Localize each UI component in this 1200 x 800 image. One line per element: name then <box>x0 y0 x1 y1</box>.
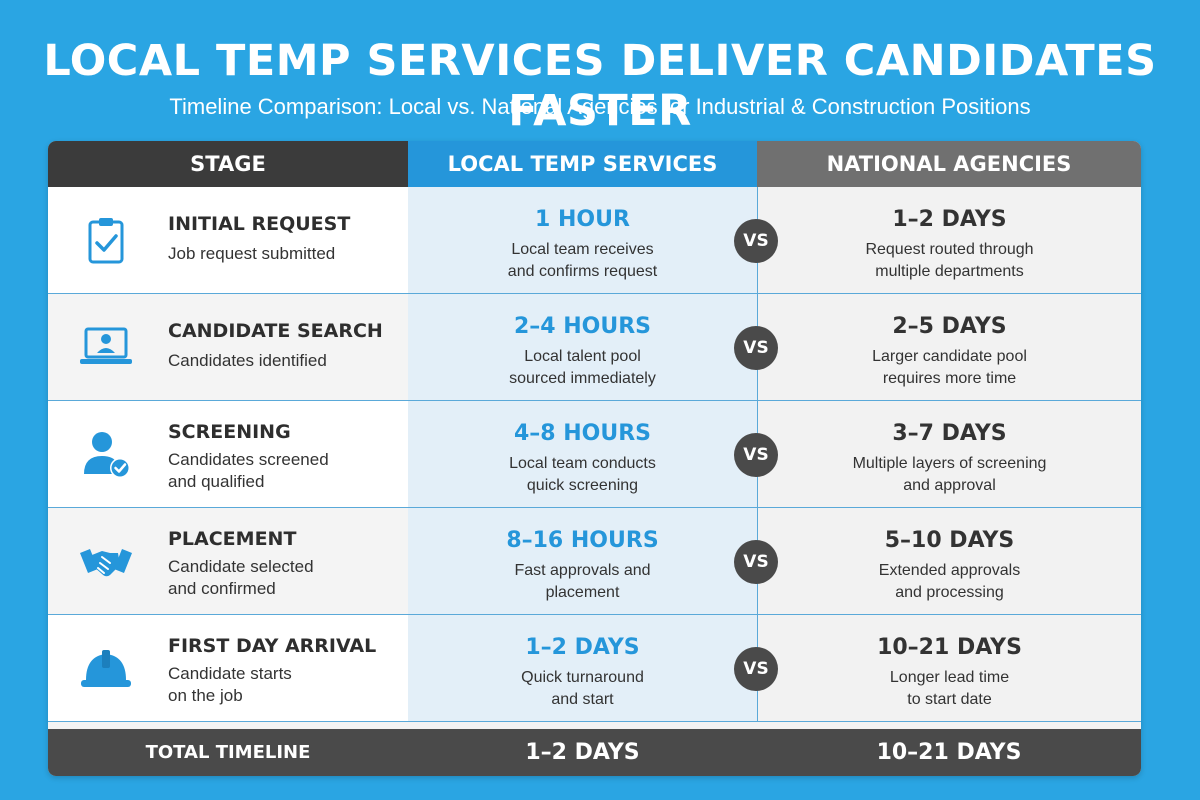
national-time: 5–10 DAYS <box>884 528 1015 553</box>
national-cell: 1–2 DAYS Request routed through multiple… <box>757 187 1141 293</box>
page-subtitle: Timeline Comparison: Local vs. National … <box>169 94 1031 119</box>
header-national: NATIONAL AGENCIES <box>757 141 1141 187</box>
total-timeline-footer: TOTAL TIMELINE 1–2 DAYS 10–21 DAYS <box>48 729 1141 776</box>
national-desc-line: Extended approvals <box>878 562 1021 579</box>
stage-desc: Candidate selected and confirmed <box>168 556 388 600</box>
local-cell: 4–8 HOURS Local team conducts quick scre… <box>408 401 757 507</box>
national-cell: 10–21 DAYS Longer lead time to start dat… <box>757 615 1141 721</box>
total-local: 1–2 DAYS <box>525 740 640 765</box>
national-cell: 3–7 DAYS Multiple layers of screening an… <box>757 401 1141 507</box>
local-time: 4–8 HOURS <box>513 421 652 446</box>
clipboard-check-icon <box>88 218 124 264</box>
local-desc: Fast approvals and placement <box>408 560 757 604</box>
local-desc-line: and start <box>551 691 614 708</box>
local-time: 2–4 HOURS <box>513 314 652 339</box>
local-desc-line: and confirms request <box>507 263 658 280</box>
vs-badge: VS <box>734 540 778 584</box>
local-cell: 1–2 DAYS Quick turnaround and start <box>408 615 757 721</box>
national-time: 10–21 DAYS <box>877 635 1022 660</box>
local-cell: 8–16 HOURS Fast approvals and placement <box>408 508 757 614</box>
stage-cell: PLACEMENT Candidate selected and confirm… <box>48 508 408 614</box>
table-row: CANDIDATE SEARCH Candidates identified 2… <box>48 294 1141 401</box>
stage-cell: CANDIDATE SEARCH Candidates identified <box>48 294 408 400</box>
stage-cell: INITIAL REQUEST Job request submitted <box>48 187 408 293</box>
stage-desc-line: and qualified <box>168 472 265 491</box>
local-desc-line: Local team receives <box>511 241 654 258</box>
handshake-icon <box>80 549 132 577</box>
stage-desc: Job request submitted <box>168 244 336 263</box>
stage-title: INITIAL REQUEST <box>168 213 351 235</box>
local-desc: Quick turnaround and start <box>408 667 757 711</box>
local-desc-line: sourced immediately <box>509 370 656 387</box>
stage-title: CANDIDATE SEARCH <box>168 320 383 342</box>
national-time: 3–7 DAYS <box>892 421 1007 446</box>
local-time: 1–2 DAYS <box>525 635 640 660</box>
comparison-table: STAGE LOCAL TEMP SERVICES NATIONAL AGENC… <box>48 141 1141 776</box>
national-desc: Larger candidate pool requires more time <box>758 346 1141 390</box>
hard-hat-icon <box>81 650 131 687</box>
stage-desc-line: and confirmed <box>168 579 276 598</box>
page-title: LOCAL TEMP SERVICES DELIVER CANDIDATES F… <box>43 36 1157 136</box>
stage-cell: FIRST DAY ARRIVAL Candidate starts on th… <box>48 615 408 721</box>
national-desc-line: to start date <box>907 691 992 708</box>
local-desc-line: Local talent pool <box>524 348 641 365</box>
national-desc-line: Longer lead time <box>889 669 1010 686</box>
vs-badge: VS <box>734 433 778 477</box>
stage-title: PLACEMENT <box>168 528 297 550</box>
national-cell: 5–10 DAYS Extended approvals and process… <box>757 508 1141 614</box>
local-desc-line: Fast approvals and <box>514 562 651 579</box>
national-desc: Multiple layers of screening and approva… <box>758 453 1141 497</box>
national-time: 2–5 DAYS <box>892 314 1007 339</box>
stage-title: FIRST DAY ARRIVAL <box>168 635 377 657</box>
vs-badge: VS <box>734 647 778 691</box>
local-cell: 1 HOUR Local team receives and confirms … <box>408 187 757 293</box>
national-desc-line: Request routed through <box>865 241 1034 258</box>
stage-cell: SCREENING Candidates screened and qualif… <box>48 401 408 507</box>
national-desc: Longer lead time to start date <box>758 667 1141 711</box>
header-stage: STAGE <box>48 141 408 187</box>
national-desc-line: multiple departments <box>875 263 1024 280</box>
user-check-icon <box>84 432 130 478</box>
national-desc-line: and processing <box>895 584 1004 601</box>
local-desc-line: placement <box>545 584 620 601</box>
stage-desc: Candidates screened and qualified <box>168 449 388 493</box>
stage-desc-line: Candidate selected <box>168 557 314 576</box>
local-desc-line: Local team conducts <box>509 455 656 472</box>
national-time: 1–2 DAYS <box>892 207 1007 232</box>
header-local: LOCAL TEMP SERVICES <box>408 141 757 187</box>
stage-title: SCREENING <box>168 421 291 443</box>
table-row: PLACEMENT Candidate selected and confirm… <box>48 508 1141 615</box>
national-desc-line: Larger candidate pool <box>872 348 1027 365</box>
national-desc-line: requires more time <box>882 370 1017 387</box>
table-row: SCREENING Candidates screened and qualif… <box>48 401 1141 508</box>
vs-badge: VS <box>734 326 778 370</box>
total-national: 10–21 DAYS <box>876 740 1022 765</box>
stage-desc-line: on the job <box>168 686 243 705</box>
stage-desc: Candidate starts on the job <box>168 663 388 707</box>
local-desc-line: quick screening <box>526 477 639 494</box>
table-row: FIRST DAY ARRIVAL Candidate starts on th… <box>48 615 1141 722</box>
stage-desc-line: Candidates screened <box>168 450 329 469</box>
local-time: 8–16 HOURS <box>506 528 659 553</box>
laptop-user-icon <box>80 327 132 364</box>
national-cell: 2–5 DAYS Larger candidate pool requires … <box>757 294 1141 400</box>
vs-badge: VS <box>734 219 778 263</box>
national-desc-line: Multiple layers of screening <box>852 455 1047 472</box>
local-time: 1 HOUR <box>535 207 630 232</box>
local-desc: Local team conducts quick screening <box>408 453 757 497</box>
stage-desc-line: Candidate starts <box>168 664 292 683</box>
national-desc: Extended approvals and processing <box>758 560 1141 604</box>
local-desc: Local team receives and confirms request <box>408 239 757 283</box>
stage-desc: Candidates identified <box>168 351 327 370</box>
local-desc-line: Quick turnaround <box>521 669 644 686</box>
table-row: INITIAL REQUEST Job request submitted 1 … <box>48 187 1141 294</box>
local-cell: 2–4 HOURS Local talent pool sourced imme… <box>408 294 757 400</box>
national-desc: Request routed through multiple departme… <box>758 239 1141 283</box>
national-desc-line: and approval <box>903 477 996 494</box>
local-desc: Local talent pool sourced immediately <box>408 346 757 390</box>
total-timeline-label: TOTAL TIMELINE <box>145 742 311 763</box>
